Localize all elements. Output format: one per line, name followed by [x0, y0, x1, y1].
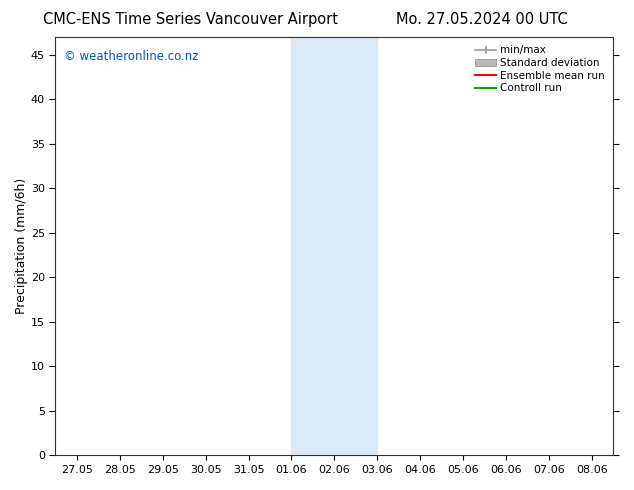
Text: Mo. 27.05.2024 00 UTC: Mo. 27.05.2024 00 UTC	[396, 12, 567, 27]
Y-axis label: Precipitation (mm/6h): Precipitation (mm/6h)	[15, 178, 28, 314]
Text: © weatheronline.co.nz: © weatheronline.co.nz	[63, 49, 198, 63]
Legend: min/max, Standard deviation, Ensemble mean run, Controll run: min/max, Standard deviation, Ensemble me…	[472, 42, 608, 97]
Text: CMC-ENS Time Series Vancouver Airport: CMC-ENS Time Series Vancouver Airport	[42, 12, 338, 27]
Bar	[292, 37, 377, 455]
